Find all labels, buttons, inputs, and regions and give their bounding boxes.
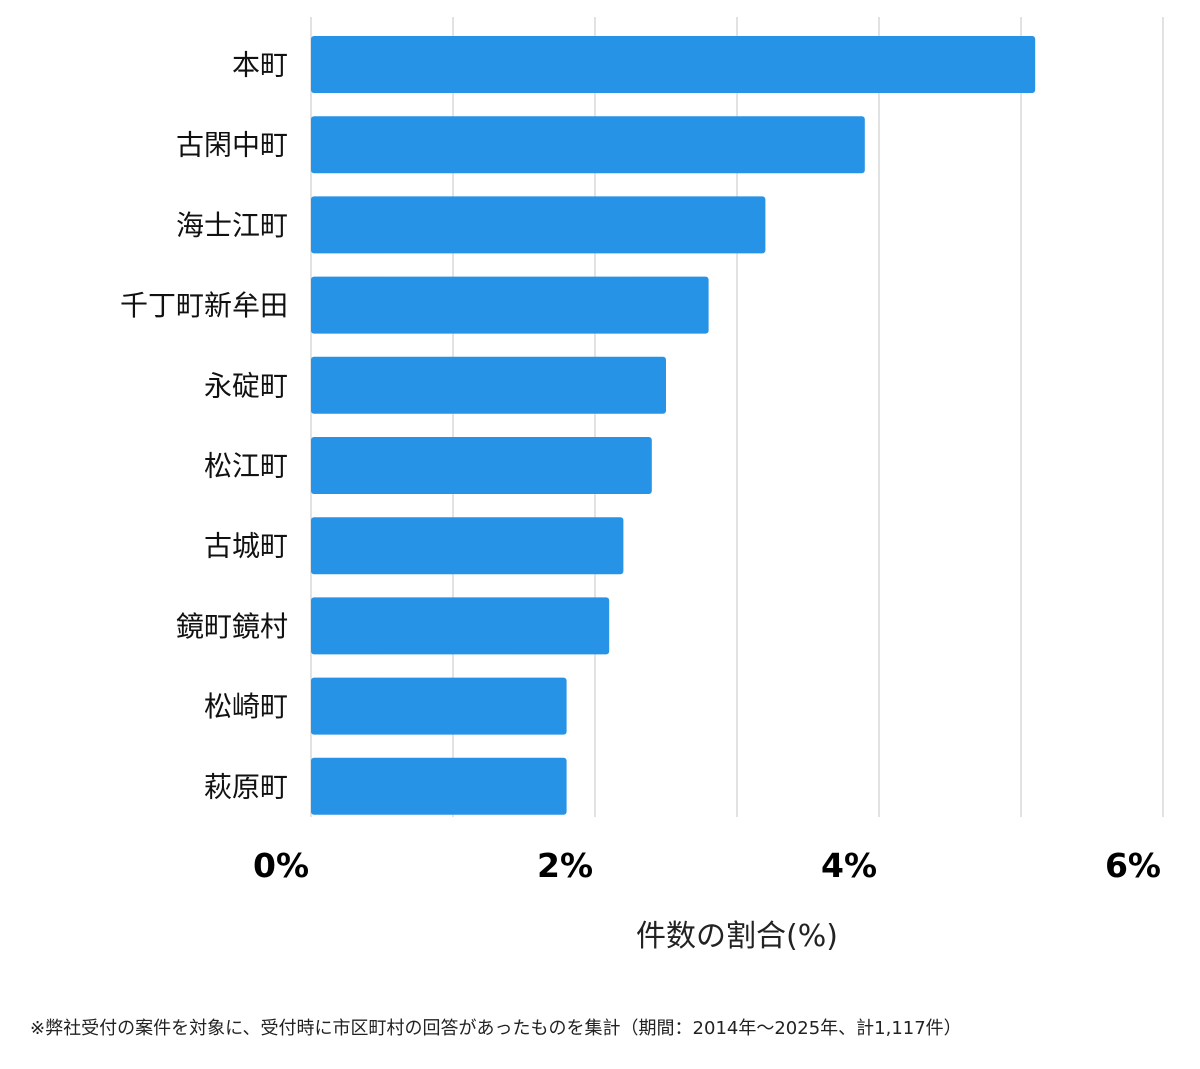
footnote: ※弊社受付の案件を対象に、受付時に市区町村の回答があったものを集計（期間：201… bbox=[30, 1018, 962, 1039]
category-label: 松崎町 bbox=[204, 690, 288, 723]
bar bbox=[311, 677, 567, 735]
bar bbox=[311, 437, 652, 494]
bar bbox=[311, 196, 766, 254]
bar bbox=[311, 757, 567, 815]
bar bbox=[311, 276, 709, 334]
x-tick-labels: 0% 2% 4% 6% bbox=[253, 846, 1161, 885]
x-tick-label: 0% bbox=[253, 846, 309, 885]
category-label: 萩原町 bbox=[204, 770, 288, 803]
category-label: 永碇町 bbox=[204, 369, 288, 402]
category-label: 千丁町新牟田 bbox=[120, 289, 288, 322]
x-tick-label: 6% bbox=[1105, 846, 1161, 885]
x-tick-label: 4% bbox=[821, 846, 877, 885]
bar bbox=[311, 36, 1036, 93]
x-axis-title: 件数の割合(%) bbox=[636, 919, 838, 954]
bar bbox=[311, 356, 666, 414]
category-label: 古閑中町 bbox=[176, 129, 288, 162]
category-label: 松江町 bbox=[204, 450, 288, 483]
category-label: 海士江町 bbox=[176, 209, 288, 242]
category-label: 本町 bbox=[232, 49, 288, 82]
bars bbox=[311, 36, 1036, 815]
bar bbox=[311, 517, 624, 575]
bar bbox=[311, 116, 865, 174]
bar bbox=[311, 597, 610, 655]
category-label: 古城町 bbox=[204, 530, 288, 563]
category-label: 鏡町鏡村 bbox=[176, 610, 288, 643]
x-tick-label: 2% bbox=[537, 846, 593, 885]
